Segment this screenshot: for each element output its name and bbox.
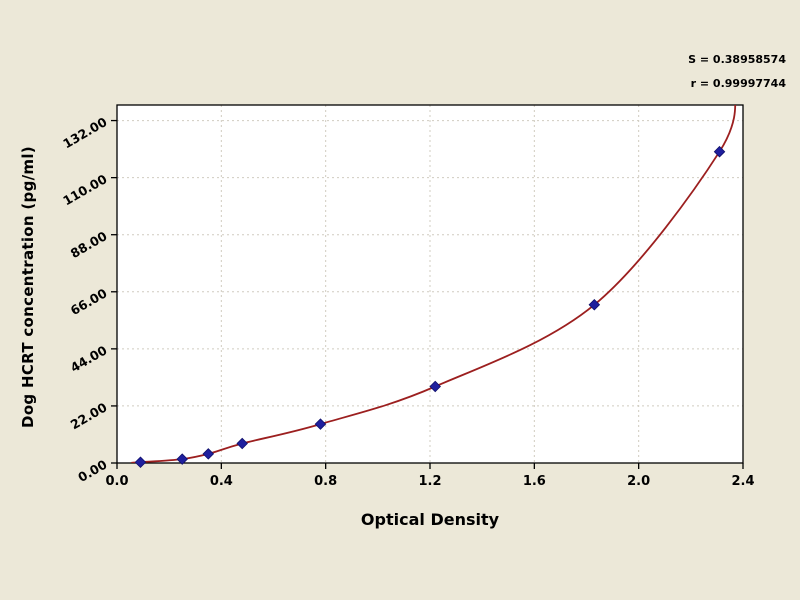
x-tick-label: 1.2 xyxy=(418,474,441,489)
data-point-marker xyxy=(236,437,248,450)
y-tick-label: 132.00 xyxy=(60,114,110,151)
y-axis-title: Dog HCRT concentration (pg/ml) xyxy=(19,146,37,428)
y-tick-label: 44.00 xyxy=(68,342,110,375)
x-tick-label: 0.4 xyxy=(210,474,233,489)
data-point-marker xyxy=(176,453,188,465)
data-points xyxy=(134,145,726,468)
stat-standard-error: S = 0.38958574 xyxy=(688,53,786,66)
y-tick-label: 110.00 xyxy=(60,171,110,208)
gridlines xyxy=(117,105,744,463)
y-tick-label: 66.00 xyxy=(68,285,110,318)
plot-area xyxy=(117,105,743,463)
x-tick-label: 2.0 xyxy=(627,474,650,489)
x-axis-title: Optical Density xyxy=(360,510,500,529)
axis-ticks xyxy=(111,119,744,469)
x-tick-label: 0.8 xyxy=(314,474,337,489)
x-tick-label: 0.0 xyxy=(105,474,128,489)
stat-correlation: r = 0.99997744 xyxy=(690,77,786,90)
x-tick-label: 1.6 xyxy=(523,474,546,489)
x-tick-label: 2.4 xyxy=(731,474,754,489)
y-tick-label: 88.00 xyxy=(68,228,110,261)
fit-statistics: S = 0.38958574 r = 0.99997744 xyxy=(688,48,786,96)
x-axis-tick-labels: 0.0 0.4 0.8 1.2 1.6 2.0 2.4 xyxy=(105,474,754,489)
data-point-marker xyxy=(588,298,601,311)
data-point-marker xyxy=(202,448,215,460)
y-tick-label: 22.00 xyxy=(68,399,110,432)
data-point-marker xyxy=(314,418,327,430)
data-point-marker xyxy=(429,380,441,393)
data-point-marker xyxy=(713,145,726,158)
data-point-marker xyxy=(134,456,147,468)
